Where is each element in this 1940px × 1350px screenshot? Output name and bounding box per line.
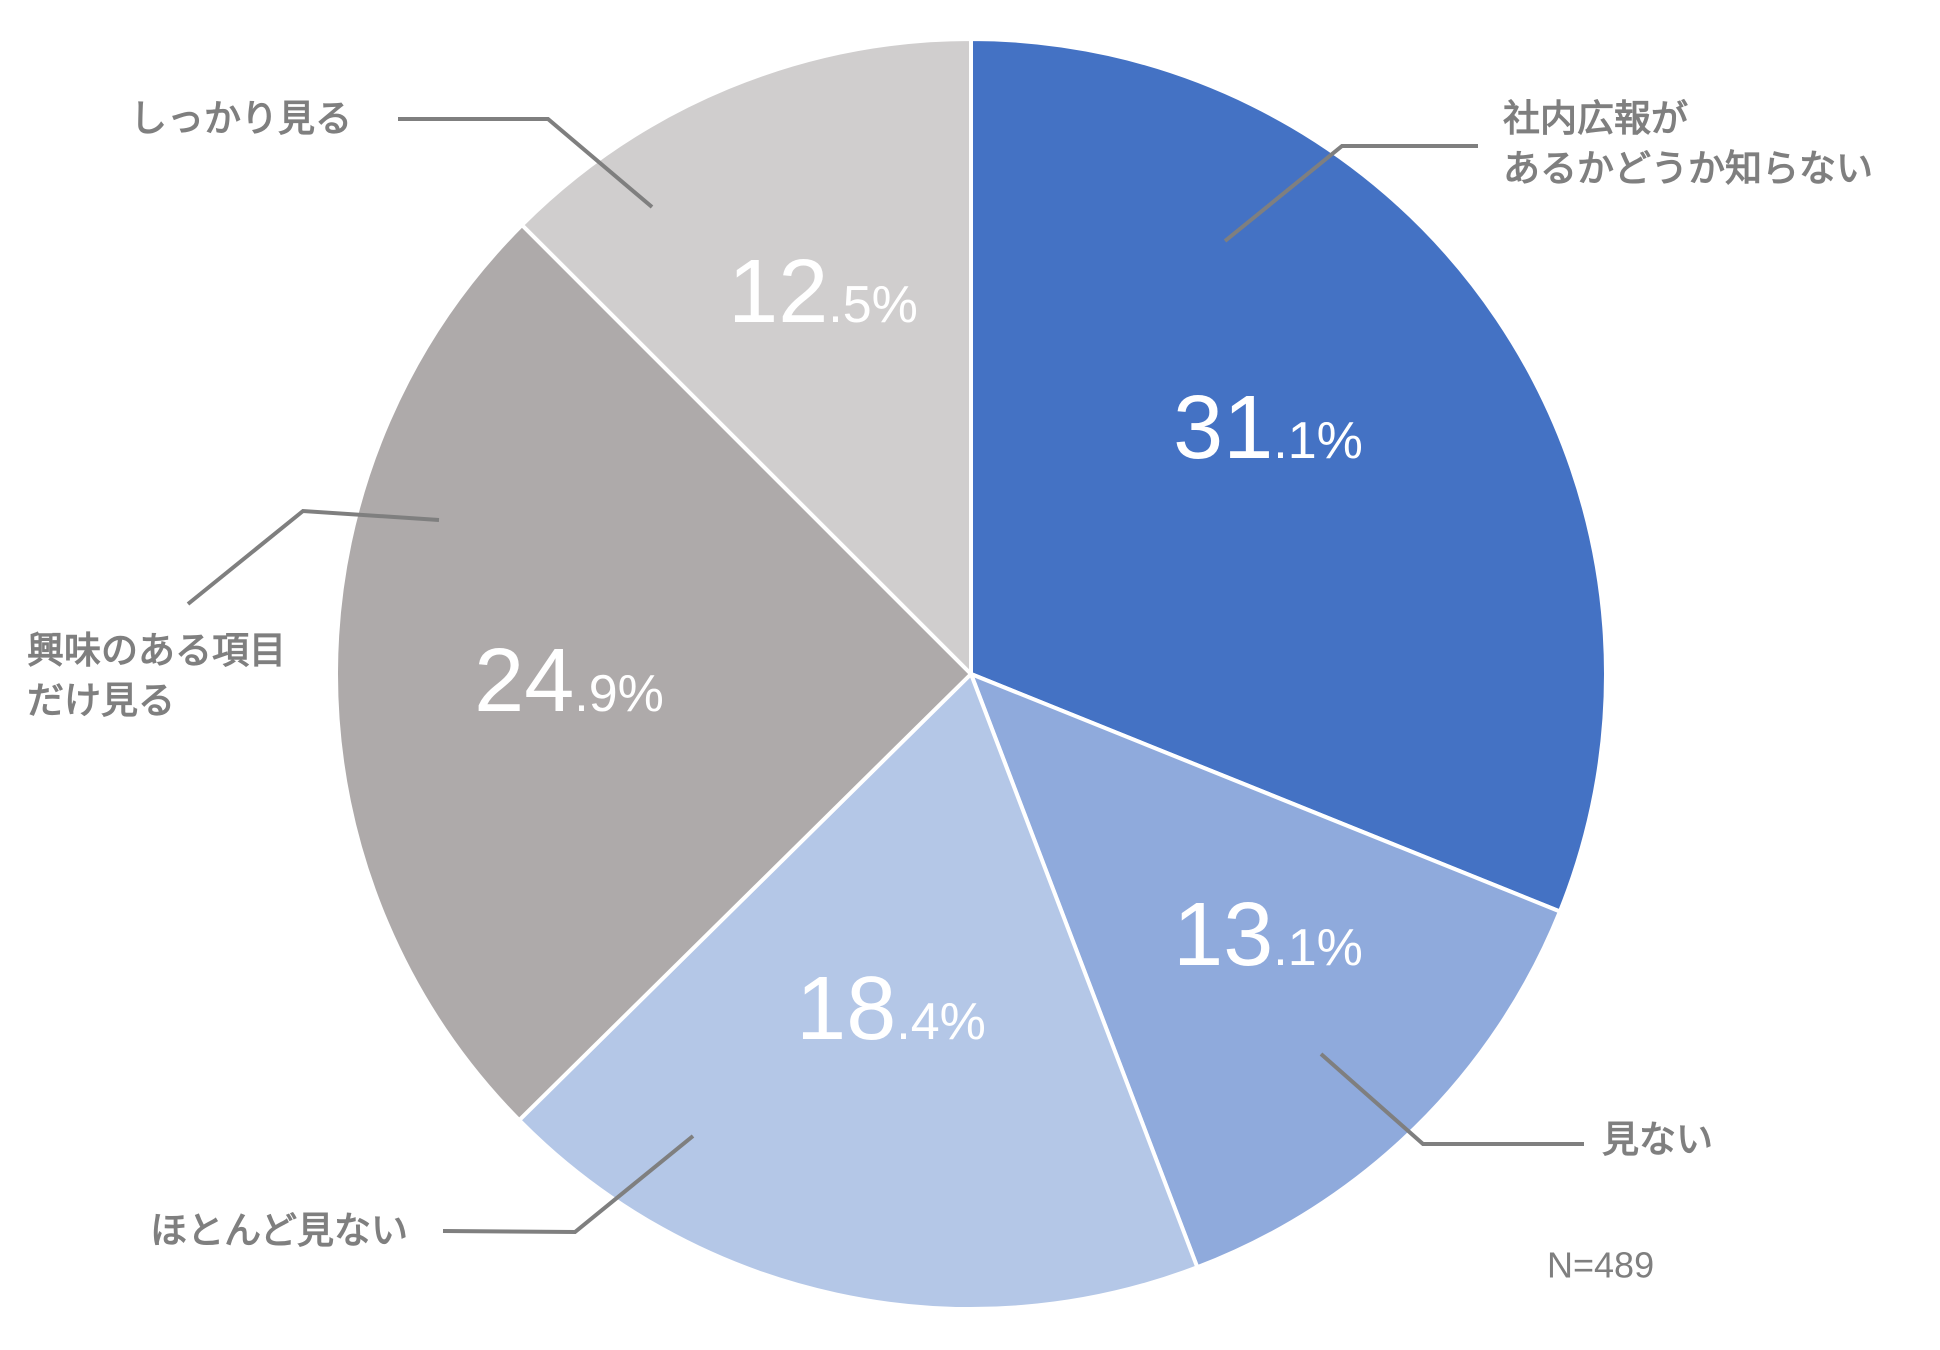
category-label-line: あるかどうか知らない [1503, 147, 1873, 190]
slice [967, 670, 1563, 1270]
category-label: 興味のある項目だけ見る [27, 629, 286, 722]
value-label-minor: .4% [896, 993, 986, 1051]
leader-line [1223, 144, 1478, 243]
value-label: 18.4% [796, 959, 986, 1059]
leader-line [1319, 1052, 1584, 1146]
value-label-major: 31 [1173, 378, 1273, 478]
value-label-major: 24 [474, 631, 574, 731]
value-label: 12.5% [728, 242, 918, 342]
category-label: 見ない [1602, 1118, 1713, 1161]
category-label-line: しっかり見る [130, 97, 352, 140]
value-label: 13.1% [1173, 885, 1363, 985]
category-label-line: だけ見る [27, 679, 175, 722]
value-label-major: 18 [796, 959, 896, 1059]
slice [516, 670, 1200, 1311]
leader-line [398, 117, 654, 209]
category-label-line: 興味のある項目 [27, 629, 286, 672]
value-label-major: 13 [1173, 885, 1273, 985]
slice [334, 222, 974, 1124]
slice [519, 36, 973, 679]
value-label-major: 12 [728, 242, 828, 342]
value-label: 31.1% [1173, 378, 1363, 478]
category-label-line: 社内広報が [1503, 97, 1688, 140]
value-label-minor: .1% [1273, 412, 1363, 470]
value-label-minor: .9% [574, 665, 664, 723]
slice [969, 36, 1608, 915]
category-label: しっかり見る [130, 97, 352, 140]
category-label-line: 見ない [1602, 1118, 1713, 1161]
leader-line [186, 508, 440, 606]
value-label-minor: .1% [1273, 919, 1363, 977]
category-label: ほとんど見ない [150, 1209, 408, 1252]
value-label-minor: .5% [828, 276, 918, 334]
category-label-line: ほとんど見ない [150, 1209, 408, 1252]
category-label: 社内広報があるかどうか知らない [1503, 97, 1873, 190]
value-label: 24.9% [474, 631, 664, 731]
annotation: N=489 [1547, 1245, 1654, 1286]
pie [334, 36, 1608, 1311]
leader-line [442, 1134, 695, 1235]
